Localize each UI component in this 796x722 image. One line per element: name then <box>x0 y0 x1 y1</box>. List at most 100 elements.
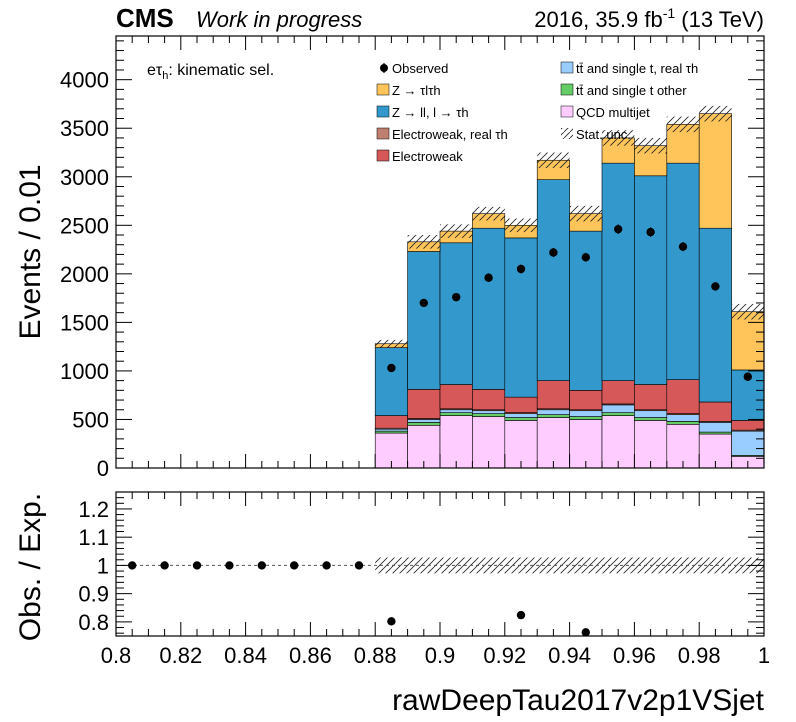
bar-qcd <box>569 419 603 469</box>
x-tick-label: 0.8 <box>101 643 132 668</box>
observed-point <box>419 298 428 308</box>
bar-ew <box>634 384 668 411</box>
bar-ttbar_real <box>634 410 668 418</box>
bar-ttbar_other <box>504 417 538 421</box>
upper-y-tick-label: 1000 <box>60 359 109 384</box>
unc-band-bin <box>407 235 440 249</box>
bar-ttbar_real <box>601 404 635 413</box>
observed-point <box>646 227 655 237</box>
lower-y-axis-label: Obs. / Exp. <box>14 493 47 641</box>
legend-item-ttbar-other: tt̄ and single t other <box>560 83 687 98</box>
bar-zll <box>536 179 570 381</box>
legend-item-zll: Z → ll, l → τh <box>376 105 469 120</box>
bar-ttbar_real <box>504 413 538 418</box>
observed-point <box>614 224 623 234</box>
unc-band-bin <box>569 205 602 222</box>
ratio-unc-band <box>375 557 764 574</box>
x-tick-label: 1 <box>758 643 770 668</box>
observed-point <box>387 363 396 373</box>
lower-y-tick-label: 0.9 <box>78 582 109 607</box>
bar-zll <box>601 162 635 381</box>
ratio-point <box>192 561 202 570</box>
bar-ew <box>374 415 408 429</box>
ratio-point <box>354 561 364 570</box>
upper-y-tick-label: 3500 <box>60 116 109 141</box>
bar-ew <box>472 389 506 411</box>
bar-ew <box>666 379 700 414</box>
upper-plot: 0 500 1000 1500 2000 2500 3000 3500 4000 eτh: ki… <box>14 35 765 481</box>
legend-swatch-ztt <box>376 83 390 96</box>
bar-ttbar_other <box>439 412 473 416</box>
x-tick-label: 0.9 <box>425 643 456 668</box>
observed-point <box>549 248 558 257</box>
bar-qcd <box>536 417 570 469</box>
legend-label-ztt: Z → τlτh <box>392 83 441 98</box>
legend-swatch-qcd <box>560 105 574 118</box>
bar-ttbar_other <box>666 421 700 425</box>
unc-band-bin <box>537 152 570 169</box>
upper-y-tick-label: 4000 <box>60 68 109 93</box>
observed-point <box>516 264 526 274</box>
legend-label-ew: Electroweak <box>392 149 463 164</box>
lower-y-tick-label: 1.2 <box>78 497 109 522</box>
bar-zll <box>472 227 506 390</box>
bar-ew <box>439 384 473 410</box>
lumi-text: 2016, 35.9 fb <box>534 7 662 32</box>
lower-y-tick-label: 1 <box>97 553 109 578</box>
bar-zll <box>698 227 732 403</box>
bar-ew <box>504 396 538 413</box>
ratio-point <box>257 561 266 570</box>
observed-point <box>484 273 493 282</box>
lower-y-tick-label: 1.1 <box>78 525 109 550</box>
upper-axes: 0 500 1000 1500 2000 2500 3000 3500 4000 <box>60 36 765 481</box>
bar-ew <box>536 380 570 410</box>
bar-ttbar_real <box>666 414 700 422</box>
ratio-point <box>322 561 331 570</box>
bar-ttbar_real <box>698 422 732 433</box>
unc-band-bin <box>699 105 732 122</box>
bar-zll <box>439 242 473 385</box>
unc-band-bin <box>602 130 635 146</box>
work-in-progress-label: Work in progress <box>196 7 362 32</box>
ratio-unc-band-area <box>375 557 764 574</box>
bar-ew <box>569 390 603 411</box>
x-tick-label: 0.88 <box>354 643 397 668</box>
bar-ttbar_other <box>634 417 668 421</box>
ratio-point <box>387 617 396 626</box>
legend-label-ew-real: Electroweak, real τh <box>392 127 508 142</box>
bar-zll <box>374 347 408 416</box>
legend-item-ew: Electroweak <box>376 149 463 164</box>
legend-item-ttbar-real: tt̄ and single t, real τh <box>560 61 698 76</box>
legend-item-observed: Observed <box>380 61 448 76</box>
bar-ttbar_real <box>407 419 441 423</box>
stat-unc-band <box>375 105 764 348</box>
unc-band-bin <box>731 303 764 320</box>
x-tick-label: 0.94 <box>548 643 591 668</box>
bar-zll <box>407 251 441 390</box>
unc-band-bin <box>634 137 667 154</box>
ratio-point <box>516 610 526 620</box>
stacked-histogram <box>374 113 765 469</box>
bar-ttbar_other <box>601 412 635 416</box>
bar-ztt <box>731 311 765 371</box>
bar-zll <box>504 237 538 398</box>
bar-ttbar_real <box>536 409 570 415</box>
upper-y-tick-label: 3000 <box>60 165 109 190</box>
bar-zll <box>634 175 668 385</box>
bar-ttbar_other <box>407 422 441 426</box>
x-axis-label: rawDeepTau2017v2p1VSjet <box>392 684 765 717</box>
legend: Observed Z → τlτh Z → ll, l → τh Electro… <box>376 61 698 164</box>
legend-label-unc: Stat. unc. <box>576 127 631 142</box>
legend-swatch-unc <box>561 128 573 139</box>
x-tick-label: 0.82 <box>159 643 202 668</box>
lower-y-tick-label: 0.8 <box>78 610 109 635</box>
bar-ttbar_real <box>439 409 473 413</box>
unc-band-bin <box>375 339 408 348</box>
x-tick-label: 0.92 <box>483 643 526 668</box>
legend-swatch-ew <box>376 149 390 162</box>
bar-qcd <box>504 420 538 469</box>
x-tick-label: 0.86 <box>289 643 332 668</box>
observed-point <box>678 242 688 251</box>
legend-swatch-zll <box>376 105 390 118</box>
